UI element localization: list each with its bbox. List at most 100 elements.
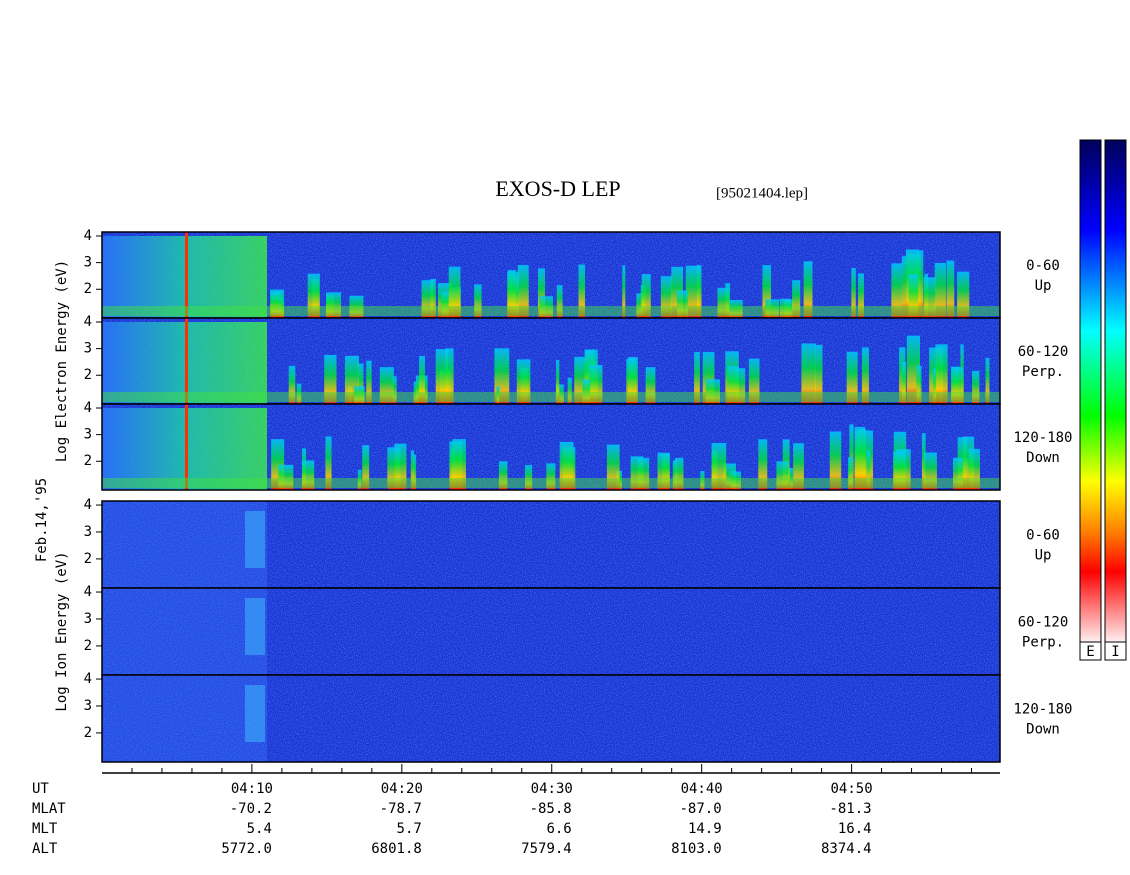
spectrum-feature [102,236,267,318]
spectrogram-panel [101,500,1001,589]
spectrum-feature [985,357,990,404]
colorbars [1079,139,1127,661]
ephemeris-value: 14.9 [688,821,722,837]
spectrum-feature [419,355,425,404]
spectrum-feature [556,359,560,404]
spectrum-feature [696,265,702,318]
spectrum-feature [245,511,265,568]
spectrum-feature [517,265,529,318]
panel-angle-label: 120-180 [1013,430,1072,446]
y-axis-label: Log Electron Energy (eV) [54,260,70,462]
spectrum-feature [288,365,296,404]
spectrum-feature [102,322,267,404]
y-tick-label: 3 [84,698,92,714]
spectrum-feature [968,448,980,490]
spectrum-feature [578,264,586,318]
spectrum-feature [793,443,804,490]
spectrum-feature [102,675,267,762]
y-tick-label: 4 [84,314,92,330]
ephemeris-name: MLAT [32,801,66,817]
ephemeris-value: -70.2 [230,801,272,817]
y-tick-label: 2 [84,367,92,383]
y-tick-label: 3 [84,255,92,271]
spectrum-feature [694,352,700,404]
x-tick-label: 04:40 [681,781,723,797]
spectrum-feature [637,457,650,490]
spectrum-feature [622,265,626,318]
colorbar-label-box [1079,641,1102,661]
spectrum-feature [758,439,768,490]
spectrogram-panel [101,231,1001,319]
spectrum-feature [525,465,533,490]
panel-angle-label: 60-120 [1018,344,1069,360]
panel-direction-label: Perp. [1022,364,1064,380]
y-tick-label: 4 [84,228,92,244]
ephemeris-value: 16.4 [838,821,872,837]
spectrum-feature [866,450,871,490]
ephemeris-value: 8103.0 [671,841,722,857]
chart-title: EXOS-D LEP [495,176,620,201]
spectrum-feature [636,293,645,318]
spectrum-feature [448,266,461,318]
ephemeris-value: -78.7 [380,801,422,817]
file-name: [95021404.lep] [716,185,808,201]
ephemeris-value: -81.3 [829,801,871,817]
spectrum-feature [567,377,572,404]
y-tick-label: 4 [84,400,92,416]
panel-direction-label: Perp. [1022,635,1064,651]
ephemeris-value: 6.6 [546,821,571,837]
spectrum-feature [245,598,265,655]
ephemeris-value: -85.8 [530,801,572,817]
colorbar [1104,139,1127,643]
y-tick-label: 4 [84,671,92,687]
spectrum-feature [847,457,854,490]
spectrum-feature [815,344,823,404]
spectrum-feature [626,358,637,404]
spectrum-feature [556,285,563,318]
spectrogram-panel [101,587,1001,676]
spectrum-feature [792,280,801,318]
spectrum-feature [762,265,772,318]
spectrum-feature [946,260,955,318]
panel-angle-label: 0-60 [1026,258,1060,274]
spectrum-feature [430,278,436,318]
spectrum-feature [801,343,816,404]
spectrum-feature [574,356,586,404]
spectrum-feature [392,376,397,404]
spectrogram-panel [101,403,1001,491]
spectrum-feature [271,291,282,318]
spectrum-feature [748,358,760,404]
y-tick-label: 2 [84,725,92,741]
spectrum-feature [717,287,730,318]
spectrum-feature [452,439,466,490]
y-tick-label: 3 [84,524,92,540]
colorbar-label: E [1086,644,1094,660]
spectrum-feature [366,360,372,404]
spectrum-feature [908,274,919,318]
ephemeris-value: -87.0 [680,801,722,817]
spectrum-feature [185,232,188,318]
spectrum-feature [102,408,267,490]
spectrum-feature [901,256,907,318]
spectrum-feature [102,588,267,675]
spectrum-feature [846,351,858,404]
spectrogram-panel [101,674,1001,763]
spectrum-feature [645,367,656,404]
x-axis-label: UT [32,781,49,797]
spectrum-feature [435,349,449,404]
panel-frame [101,674,1001,763]
ephemeris-value: 5.4 [247,821,272,837]
spectrum-feature [362,445,370,490]
x-tick-label: 04:50 [831,781,873,797]
ephemeris-value: 5772.0 [221,841,272,857]
spectrum-feature [641,274,651,318]
spectrum-feature [858,273,864,318]
y-tick-label: 2 [84,551,92,567]
spectrum-feature [677,290,689,318]
spectrum-feature [185,404,188,490]
x-tick-label: 04:30 [531,781,573,797]
y-tick-label: 2 [84,638,92,654]
spectrum-feature [918,250,924,318]
spectrum-feature [849,424,854,490]
